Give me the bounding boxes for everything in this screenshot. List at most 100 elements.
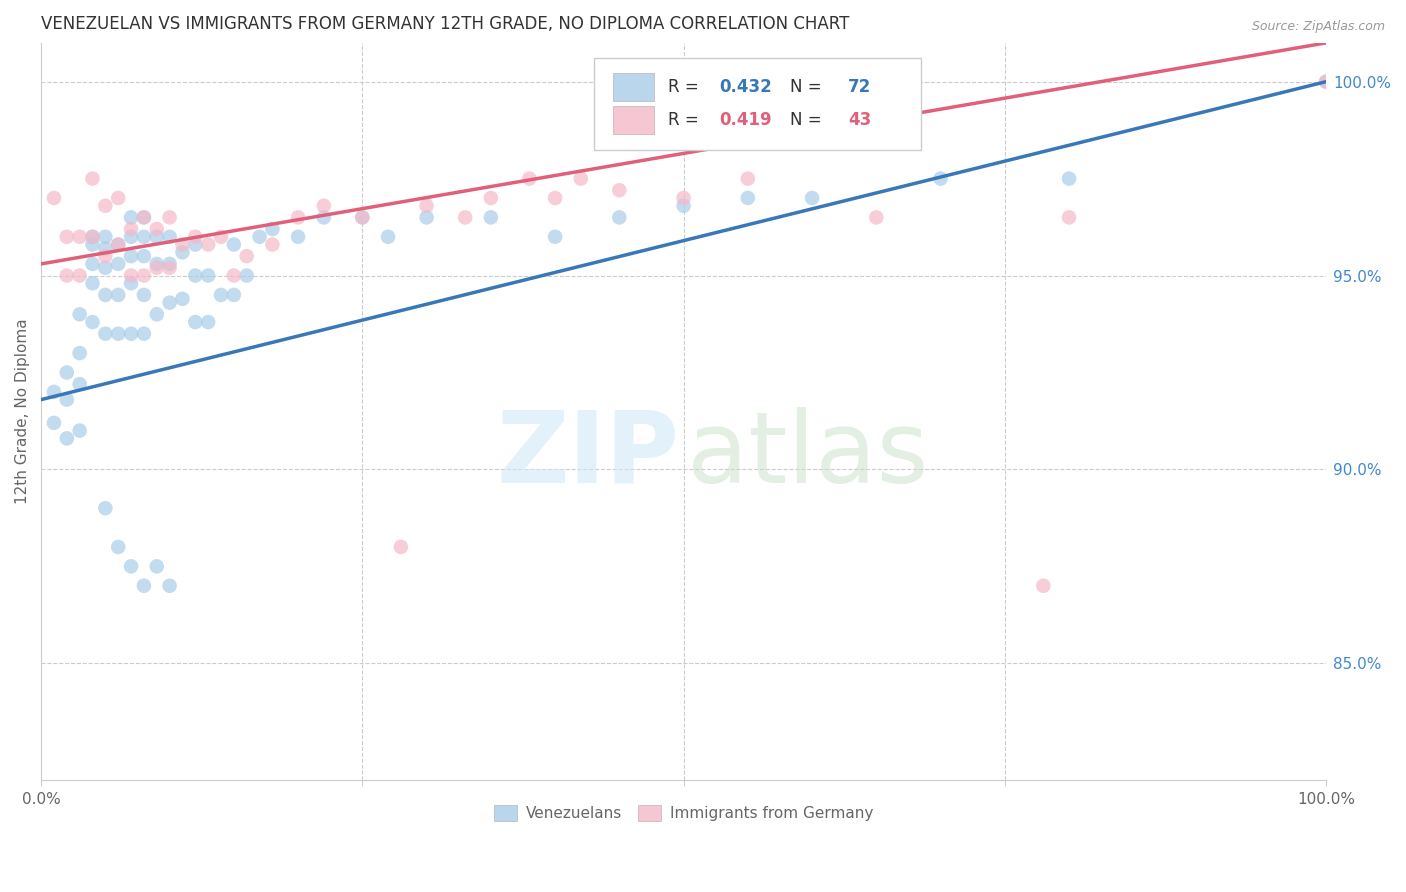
Point <box>544 229 567 244</box>
Point <box>94 199 117 213</box>
Point <box>120 229 142 244</box>
Text: ZIP: ZIP <box>496 407 679 504</box>
Point <box>287 211 309 225</box>
Point <box>235 268 257 283</box>
Point <box>389 540 412 554</box>
Point <box>519 171 541 186</box>
Point <box>415 211 437 225</box>
Point <box>56 366 79 380</box>
Point <box>132 211 155 225</box>
Point <box>544 191 567 205</box>
Text: Source: ZipAtlas.com: Source: ZipAtlas.com <box>1251 20 1385 33</box>
Point <box>132 288 155 302</box>
Point <box>132 229 155 244</box>
Point <box>94 288 117 302</box>
Point <box>415 199 437 213</box>
Point <box>159 579 181 593</box>
Point <box>479 211 502 225</box>
Point <box>82 229 104 244</box>
Point <box>42 191 65 205</box>
Point <box>107 257 129 271</box>
Point <box>69 307 91 321</box>
Point <box>42 416 65 430</box>
Point <box>107 326 129 341</box>
Text: VENEZUELAN VS IMMIGRANTS FROM GERMANY 12TH GRADE, NO DIPLOMA CORRELATION CHART: VENEZUELAN VS IMMIGRANTS FROM GERMANY 12… <box>41 15 849 33</box>
Point <box>1057 171 1080 186</box>
Point <box>222 288 245 302</box>
Text: 43: 43 <box>848 112 872 129</box>
Point <box>107 540 129 554</box>
Point <box>184 268 207 283</box>
Y-axis label: 12th Grade, No Diploma: 12th Grade, No Diploma <box>15 318 30 504</box>
Point <box>479 191 502 205</box>
Point <box>56 431 79 445</box>
Point <box>159 295 181 310</box>
Point <box>1032 579 1054 593</box>
Point <box>132 268 155 283</box>
Point <box>737 191 759 205</box>
Point <box>94 241 117 255</box>
Point <box>120 268 142 283</box>
Point <box>145 222 167 236</box>
Point <box>172 292 194 306</box>
Point <box>249 229 271 244</box>
Point <box>120 559 142 574</box>
Point <box>145 559 167 574</box>
Legend: Venezuelans, Immigrants from Germany: Venezuelans, Immigrants from Germany <box>488 799 879 827</box>
Point <box>82 257 104 271</box>
Text: 0.432: 0.432 <box>720 78 772 96</box>
Point <box>1315 75 1337 89</box>
Point <box>132 249 155 263</box>
Point <box>172 237 194 252</box>
Point <box>82 237 104 252</box>
Point <box>120 249 142 263</box>
Point <box>94 326 117 341</box>
Point <box>145 229 167 244</box>
Point <box>107 191 129 205</box>
Text: N =: N = <box>790 78 827 96</box>
Point <box>184 229 207 244</box>
Point <box>69 346 91 360</box>
Point <box>222 268 245 283</box>
Point <box>352 211 374 225</box>
Point <box>209 229 232 244</box>
FancyBboxPatch shape <box>613 73 654 101</box>
Point <box>454 211 477 225</box>
Point <box>132 211 155 225</box>
Text: 72: 72 <box>848 78 872 96</box>
Point <box>262 222 284 236</box>
Point <box>672 199 695 213</box>
Point <box>672 191 695 205</box>
Point <box>69 424 91 438</box>
Point <box>184 315 207 329</box>
Point <box>209 288 232 302</box>
Point <box>42 384 65 399</box>
Point <box>69 229 91 244</box>
Point <box>287 229 309 244</box>
Point <box>1315 75 1337 89</box>
Text: atlas: atlas <box>688 407 929 504</box>
Point <box>607 211 630 225</box>
Point <box>107 237 129 252</box>
Point <box>94 229 117 244</box>
Text: 0.419: 0.419 <box>720 112 772 129</box>
Point <box>222 237 245 252</box>
Point <box>132 326 155 341</box>
FancyBboxPatch shape <box>613 106 654 134</box>
Point <box>197 237 219 252</box>
Point <box>801 191 824 205</box>
Point <box>737 171 759 186</box>
Point <box>56 229 79 244</box>
Point <box>262 237 284 252</box>
FancyBboxPatch shape <box>593 58 921 150</box>
Point <box>107 237 129 252</box>
Point <box>94 501 117 516</box>
Point <box>82 315 104 329</box>
Point <box>929 171 952 186</box>
Point <box>607 183 630 197</box>
Point <box>120 326 142 341</box>
Point <box>94 260 117 275</box>
Point <box>159 260 181 275</box>
Point <box>82 229 104 244</box>
Point <box>69 268 91 283</box>
